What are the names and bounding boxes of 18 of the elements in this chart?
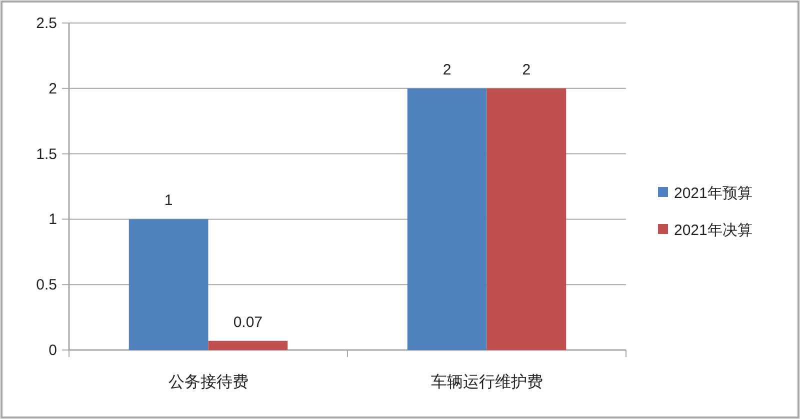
- bar: [208, 340, 288, 350]
- x-tick-label: 车辆运行维护费: [430, 373, 543, 391]
- y-tick-label: 0.5: [36, 276, 57, 294]
- legend-label: 2021年预算: [674, 185, 752, 202]
- y-tick-label: 2.5: [36, 15, 57, 32]
- bar: [486, 88, 566, 350]
- y-tick-label: 1.5: [36, 146, 57, 163]
- y-tick-label: 0: [48, 342, 57, 359]
- data-label: 0.07: [233, 314, 263, 331]
- data-label: 2: [522, 61, 531, 78]
- data-label: 2: [442, 61, 452, 78]
- bar: [407, 88, 487, 350]
- x-tick-label: 公务接待费: [168, 373, 248, 391]
- y-tick-label: 1: [48, 211, 57, 228]
- bar: [128, 219, 208, 350]
- y-tick-label: 2: [48, 80, 57, 98]
- data-label: 1: [164, 192, 173, 210]
- legend-label: 2021年决算: [674, 222, 752, 239]
